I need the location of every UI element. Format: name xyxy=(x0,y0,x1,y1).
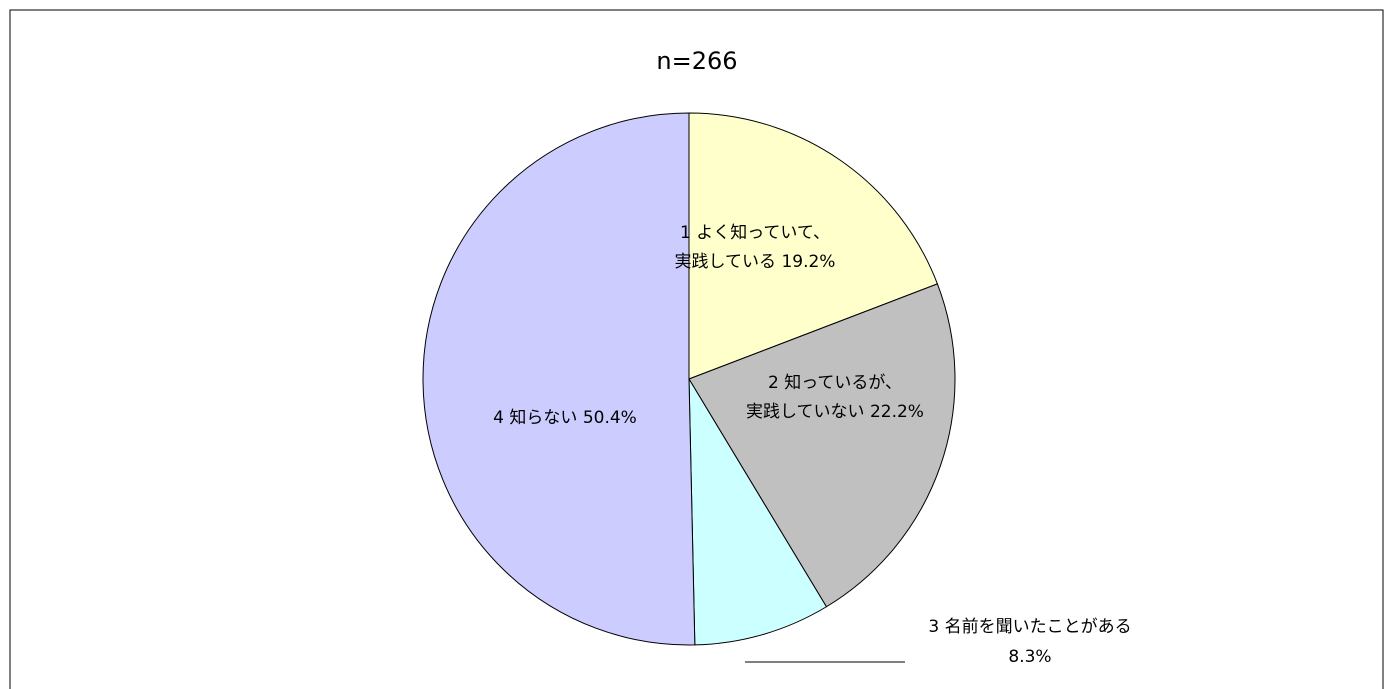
pie-slice xyxy=(688,283,956,608)
value-label: 19.2% xyxy=(781,252,835,272)
slice-label: 1 よく知っていて、実践している 19.2% xyxy=(675,223,836,272)
label-line: 1 よく知っていて、 xyxy=(680,223,830,243)
pie-slice xyxy=(422,112,696,646)
slice-label: 4 知らない 50.4% xyxy=(493,408,637,428)
value-label: 50.4% xyxy=(583,408,637,428)
label-line: 実践していない xyxy=(746,402,865,422)
pie-slice xyxy=(688,377,828,646)
chart-frame xyxy=(9,9,1384,689)
label-line: 2 知っているが、 xyxy=(768,373,902,393)
chart-title: n=266 xyxy=(656,47,737,75)
label-line: 実践している xyxy=(675,252,777,272)
label-line: 4 知らない xyxy=(493,408,577,428)
label-line: 3 名前を聞いたことがある xyxy=(928,617,1131,637)
slice-label: 2 知っているが、実践していない 22.2% xyxy=(746,373,924,422)
pie-slice xyxy=(688,112,939,380)
value-label: 8.3% xyxy=(1008,647,1051,667)
value-label: 22.2% xyxy=(870,402,924,422)
slice-label: 3 名前を聞いたことがある 8.3% xyxy=(928,617,1131,667)
